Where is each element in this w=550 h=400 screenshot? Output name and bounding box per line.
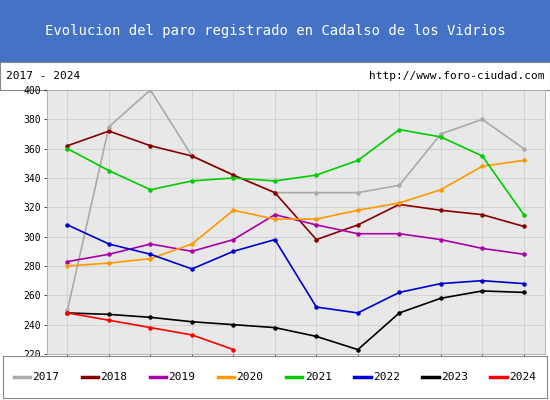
Text: Evolucion del paro registrado en Cadalso de los Vidrios: Evolucion del paro registrado en Cadalso… [45, 24, 505, 38]
Text: 2018: 2018 [101, 372, 128, 382]
Text: 2019: 2019 [168, 372, 196, 382]
Text: http://www.foro-ciudad.com: http://www.foro-ciudad.com [369, 71, 544, 81]
Text: 2024: 2024 [509, 372, 536, 382]
Text: 2021: 2021 [305, 372, 332, 382]
Text: 2022: 2022 [373, 372, 400, 382]
Text: 2017: 2017 [32, 372, 59, 382]
Text: 2023: 2023 [441, 372, 468, 382]
Text: 2020: 2020 [236, 372, 263, 382]
Text: 2017 - 2024: 2017 - 2024 [6, 71, 80, 81]
